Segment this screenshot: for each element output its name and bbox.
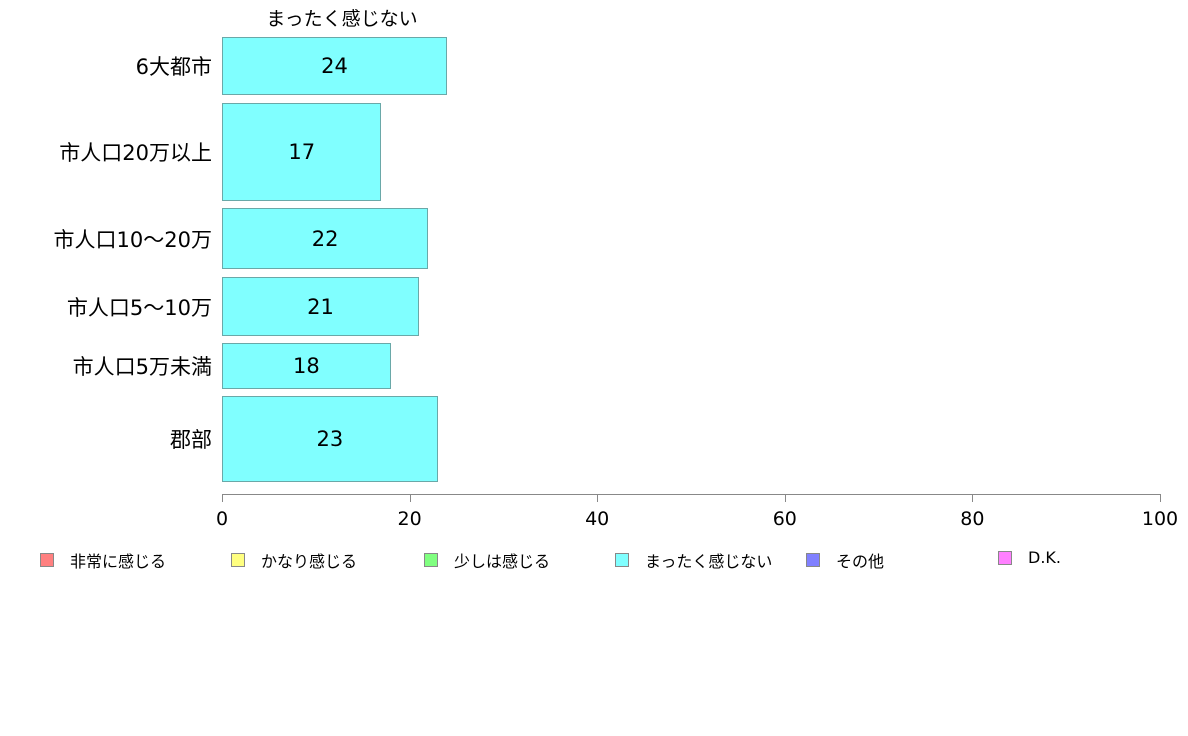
bar — [222, 103, 382, 201]
category-label: 郡部 — [170, 428, 212, 452]
data-label: 23 — [316, 427, 344, 451]
legend-label: まったく感じない — [645, 552, 773, 571]
data-label: 18 — [293, 354, 320, 378]
category-label: 市人口5万未満 — [72, 355, 212, 379]
x-tick — [972, 494, 974, 502]
legend-item: 少しは感じる — [424, 548, 550, 572]
x-tick-label: 60 — [772, 508, 797, 530]
x-tick — [222, 494, 223, 502]
x-tick — [409, 494, 411, 502]
legend-item: その他 — [806, 548, 884, 572]
legend-item: まったく感じない — [615, 548, 772, 572]
bar — [222, 277, 419, 336]
legend-swatch — [424, 553, 438, 567]
category-label: 市人口5〜10万 — [66, 295, 212, 320]
category-label: 市人口10〜20万 — [53, 227, 212, 252]
legend-item: D.K. — [998, 548, 1061, 567]
data-label: 22 — [311, 226, 339, 251]
legend-label: その他 — [836, 552, 885, 571]
data-label: 24 — [321, 54, 348, 78]
x-tick-label: 0 — [215, 508, 229, 530]
legend-item: かなり感じる — [231, 548, 357, 572]
legend-swatch — [615, 553, 629, 567]
x-tick — [784, 494, 786, 502]
x-tick — [1160, 494, 1161, 502]
legend-label: 非常に感じる — [70, 552, 167, 571]
x-tick — [597, 494, 599, 502]
x-tick-label: 100 — [1141, 508, 1179, 530]
x-tick-label: 80 — [960, 508, 985, 530]
category-label: 市人口20万以上 — [59, 141, 212, 165]
legend-label: D.K. — [1028, 548, 1061, 567]
legend-swatch — [40, 553, 54, 567]
data-label: 21 — [307, 294, 334, 319]
bar — [222, 343, 391, 389]
chart-title: まったく感じない — [266, 8, 418, 30]
bar — [222, 37, 448, 95]
legend-label: 少しは感じる — [454, 552, 551, 571]
legend-label: かなり感じる — [261, 552, 358, 571]
legend-swatch — [806, 553, 820, 567]
category-label: 6大都市 — [135, 55, 212, 79]
bar — [222, 396, 438, 482]
bar — [222, 208, 429, 269]
x-axis-line — [222, 494, 1160, 495]
data-label: 17 — [288, 140, 316, 164]
legend-swatch — [231, 553, 245, 567]
x-tick-label: 20 — [397, 508, 422, 530]
legend-item: 非常に感じる — [40, 548, 166, 572]
legend-swatch — [998, 550, 1012, 565]
x-tick-label: 40 — [585, 508, 610, 530]
